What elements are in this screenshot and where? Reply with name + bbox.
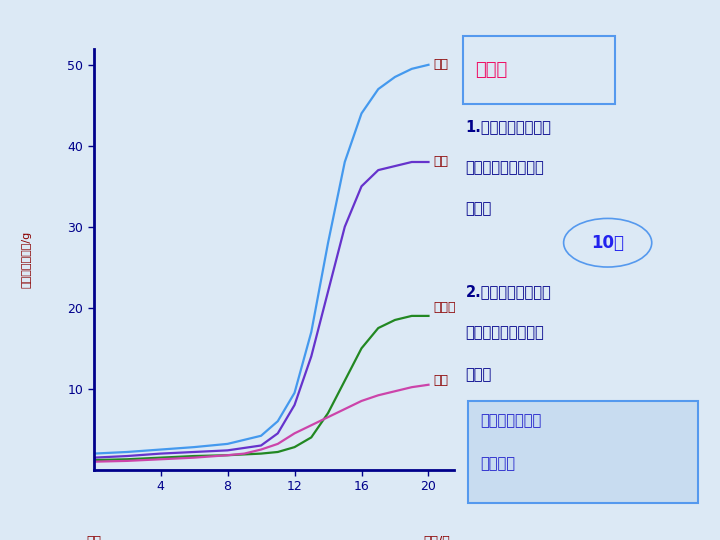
Text: 2.男、女孩在开始发: 2.男、女孩在开始发	[466, 284, 552, 299]
Text: 罎丸: 罎丸	[433, 156, 449, 168]
Text: 1.说出男女生的生殖: 1.说出男女生的生殖	[466, 119, 552, 134]
Text: 卵巢: 卵巢	[433, 374, 449, 387]
FancyBboxPatch shape	[463, 36, 615, 104]
Text: 育的年龄上有什么不: 育的年龄上有什么不	[466, 325, 544, 340]
Text: 10岁: 10岁	[591, 234, 624, 252]
Text: 一般男生比女生: 一般男生比女生	[480, 413, 541, 428]
Text: 出生: 出生	[86, 535, 101, 540]
Text: 相对达到的质量/g: 相对达到的质量/g	[22, 231, 32, 288]
Text: 子宫: 子宫	[433, 58, 449, 71]
Text: 年龄。: 年龄。	[466, 201, 492, 217]
Text: 器官发育开始突增的: 器官发育开始突增的	[466, 160, 544, 175]
Text: 讨论：: 讨论：	[475, 61, 508, 79]
Text: 晚两年。: 晚两年。	[480, 456, 516, 471]
Text: 年龄/岁: 年龄/岁	[423, 535, 450, 540]
Ellipse shape	[564, 218, 652, 267]
Text: 一样？: 一样？	[466, 367, 492, 382]
FancyBboxPatch shape	[468, 401, 698, 503]
Text: 前列腺: 前列腺	[433, 301, 456, 314]
